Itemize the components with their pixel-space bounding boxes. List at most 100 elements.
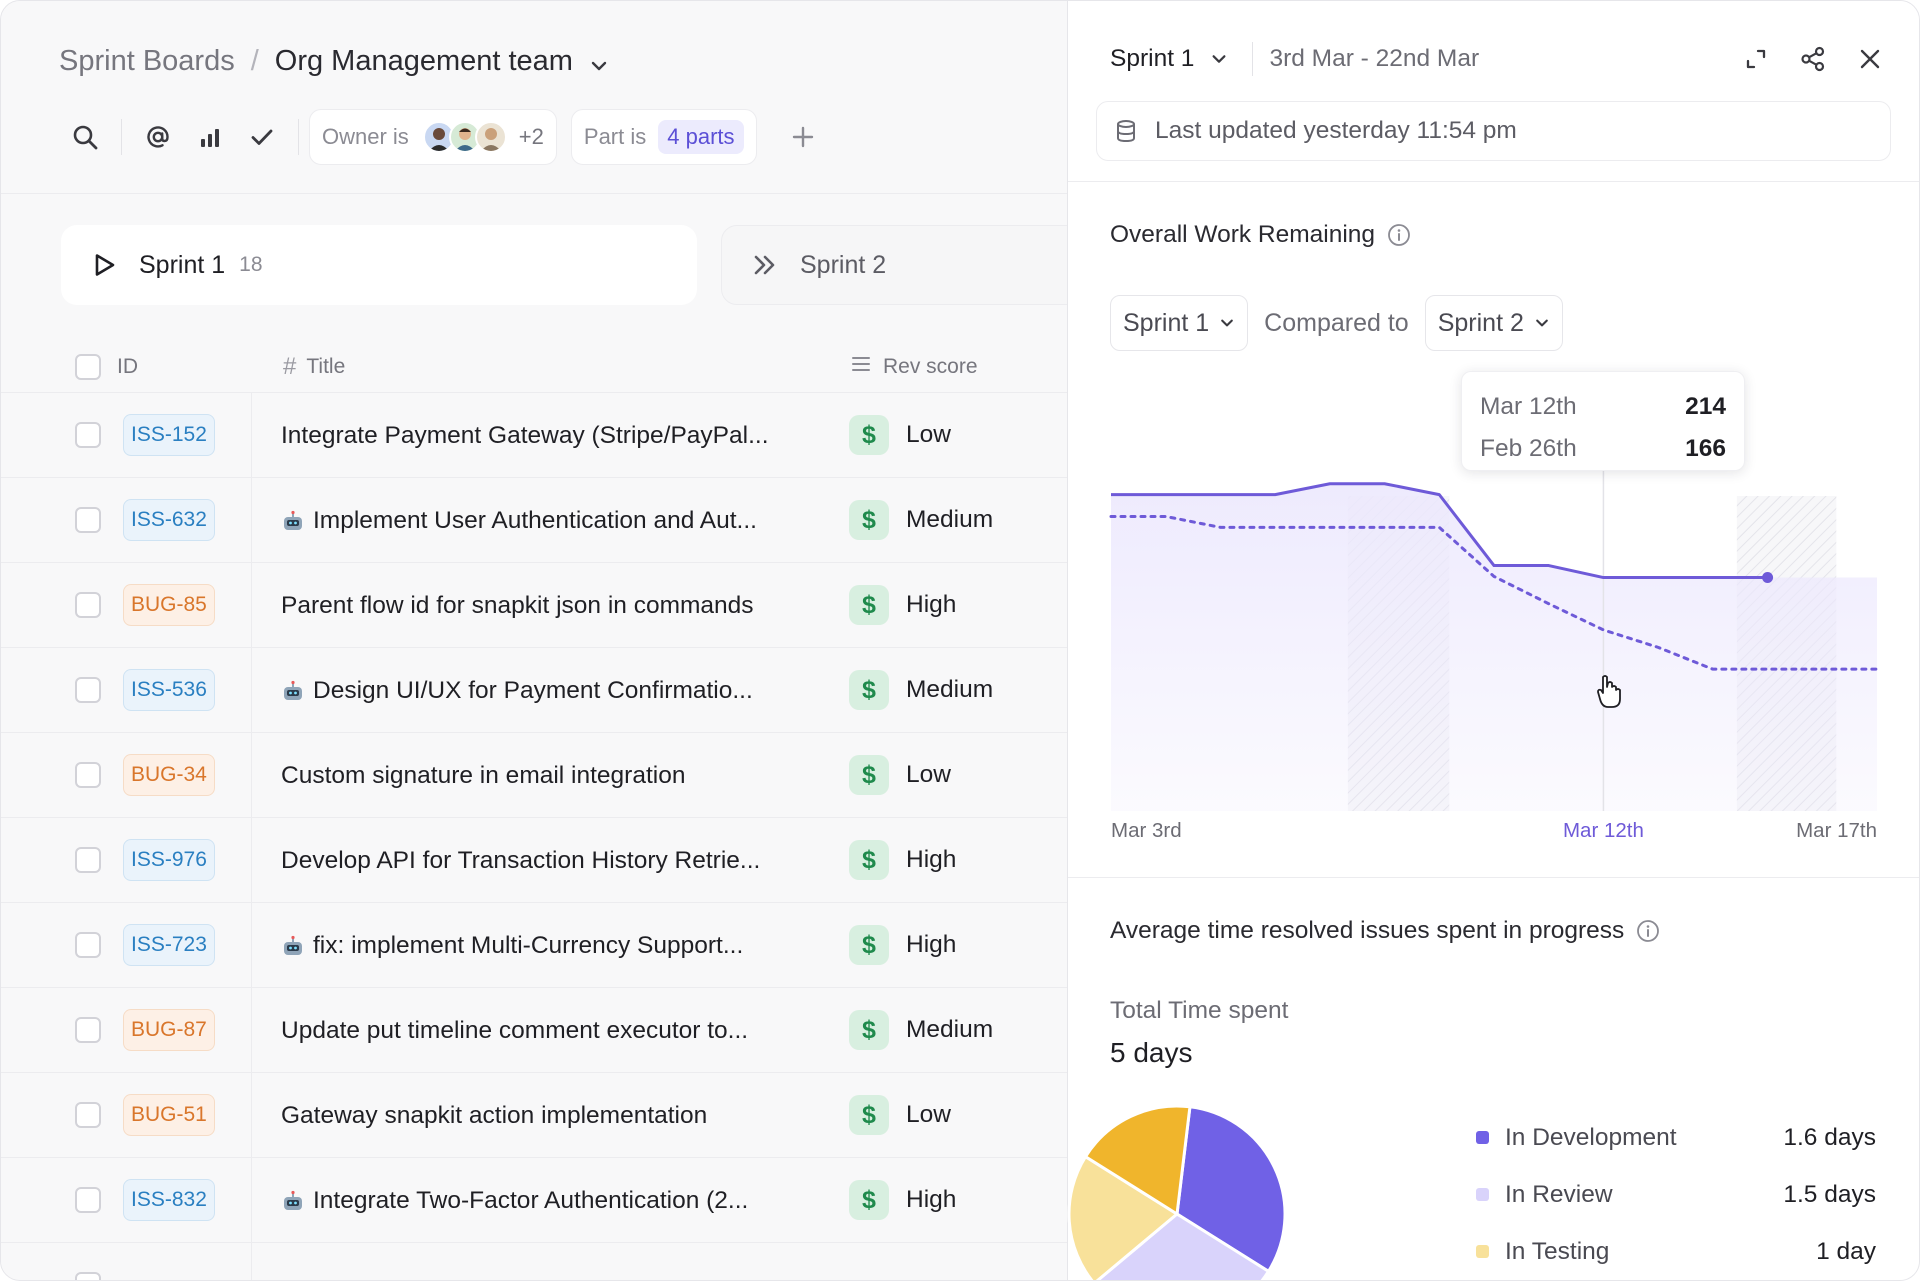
part-filter-chip[interactable]: Part is 4 parts	[570, 109, 757, 165]
row-checkbox[interactable]	[75, 1017, 101, 1043]
issue-id-badge[interactable]: BUG-87	[123, 1009, 215, 1051]
share-icon[interactable]	[1793, 39, 1833, 79]
rev-score[interactable]: $ High	[849, 585, 956, 625]
row-checkbox[interactable]	[75, 932, 101, 958]
rev-score[interactable]: $ High	[849, 925, 956, 965]
sprint-selector[interactable]: Sprint 1	[1110, 45, 1228, 73]
close-icon[interactable]	[1850, 39, 1890, 79]
row-checkbox[interactable]	[75, 507, 101, 533]
expand-icon[interactable]	[1736, 39, 1776, 79]
issue-id-badge[interactable]: ISS-976	[123, 839, 215, 881]
table-row[interactable]: BUG-34 Custom signature in email integrat…	[1, 733, 1067, 818]
tab-sprint-1[interactable]: Sprint 1 18	[61, 225, 697, 305]
header-rev-score[interactable]: Rev score	[851, 355, 978, 379]
chevron-down-icon	[1212, 55, 1226, 63]
issue-id-badge[interactable]: ISS-632	[123, 499, 215, 541]
header-id-label[interactable]: ID	[117, 354, 138, 378]
bar-chart-icon[interactable]	[184, 111, 236, 163]
avatar	[474, 121, 507, 153]
issue-title[interactable]: Gateway snapkit action implementation	[281, 1073, 707, 1158]
info-icon[interactable]	[1636, 919, 1660, 943]
row-checkbox[interactable]	[75, 677, 101, 703]
breadcrumb-current[interactable]: Org Management team	[274, 44, 573, 77]
table-row[interactable]: ISS-723 fix: implement Multi-Currency Sup…	[1, 903, 1067, 988]
issue-title[interactable]: Parent flow id for snapkit json in comma…	[281, 563, 754, 648]
issue-title[interactable]: Custom signature in email integration	[281, 733, 685, 818]
issue-title[interactable]: Update put timeline comment executor to.…	[281, 988, 748, 1073]
part-filter-value[interactable]: 4 parts	[658, 120, 744, 154]
table-row[interactable]: BUG-85 Parent flow id for snapkit json in…	[1, 563, 1067, 648]
table-row[interactable]: ISS-632 Implement User Authentication and…	[1, 478, 1067, 563]
dollar-icon: $	[849, 1010, 889, 1050]
row-checkbox[interactable]	[75, 1187, 101, 1213]
info-icon[interactable]	[1387, 223, 1411, 247]
table-row[interactable]: ISS-152 Integrate Payment Gateway (Stripe…	[1, 393, 1067, 478]
rev-score[interactable]: $ Medium	[849, 670, 993, 710]
rev-score[interactable]: $ Low	[849, 755, 951, 795]
chevron-down-icon	[1221, 319, 1234, 327]
table-row[interactable]: ISS-976 Develop API for Transaction Histo…	[1, 818, 1067, 903]
filter-toolbar: Owner is +2 Part is 4 parts	[59, 109, 829, 165]
breadcrumb-root[interactable]: Sprint Boards	[59, 44, 235, 77]
row-checkbox[interactable]	[75, 762, 101, 788]
tab-sprint-2-label: Sprint 2	[800, 250, 887, 279]
search-icon[interactable]	[59, 111, 111, 163]
dollar-icon: $	[849, 1180, 889, 1220]
issue-id-badge[interactable]: BUG-51	[123, 1094, 215, 1136]
rev-score[interactable]: $ Medium	[849, 1010, 993, 1050]
header-title[interactable]: # Title	[283, 353, 345, 381]
issue-title[interactable]: Integrate Two-Factor Authentication (2..…	[281, 1158, 748, 1243]
row-checkbox[interactable]	[75, 847, 101, 873]
row-checkbox[interactable]	[75, 1102, 101, 1128]
issue-title[interactable]: Design UI/UX for Payment Confirmatio...	[281, 648, 753, 733]
issue-id-badge[interactable]: ISS-536	[123, 669, 215, 711]
double-chevron-right-icon	[748, 248, 782, 282]
checkmark-icon[interactable]	[236, 111, 288, 163]
issue-title[interactable]: Integrate Payment Gateway (Stripe/PayPal…	[281, 393, 769, 478]
row-checkbox[interactable]	[75, 592, 101, 618]
rev-score[interactable]: $ Medium	[849, 500, 993, 540]
table-row[interactable]	[1, 1243, 1067, 1280]
legend-value: 1 day	[1816, 1237, 1876, 1265]
legend-swatch	[1476, 1188, 1489, 1201]
owner-filter-chip[interactable]: Owner is +2	[309, 109, 557, 165]
row-checkbox[interactable]	[75, 422, 101, 448]
toolbar-divider	[121, 119, 122, 155]
mention-icon[interactable]	[132, 111, 184, 163]
pie-slice-other	[1083, 1104, 1192, 1217]
compare-sprint-b-value: Sprint 2	[1437, 308, 1524, 337]
add-filter-button[interactable]	[777, 111, 829, 163]
rev-score[interactable]: $ Low	[849, 415, 951, 455]
work-remaining-title: Overall Work Remaining	[1110, 221, 1411, 249]
table-row[interactable]: ISS-832 Integrate Two-Factor Authenticati…	[1, 1158, 1067, 1243]
select-all-checkbox[interactable]	[75, 353, 101, 380]
tab-sprint-2[interactable]: Sprint 2	[721, 225, 1101, 305]
compare-sprint-a-select[interactable]: Sprint 1	[1110, 295, 1249, 351]
current-sprint-endpoint	[1762, 572, 1774, 584]
issue-table: ISS-152 Integrate Payment Gateway (Stripe…	[1, 393, 1067, 1280]
row-checkbox[interactable]	[75, 1272, 101, 1280]
dollar-icon: $	[849, 840, 889, 880]
header-title-label: Title	[306, 354, 346, 378]
table-row[interactable]: BUG-51 Gateway snapkit action implementat…	[1, 1073, 1067, 1158]
issue-id-badge[interactable]: ISS-832	[123, 1179, 215, 1221]
robot-icon	[281, 510, 305, 532]
rev-score[interactable]: $ Low	[849, 1095, 951, 1135]
header-divider	[1, 193, 1067, 194]
compare-sprint-b-select[interactable]: Sprint 2	[1424, 295, 1563, 351]
table-row[interactable]: ISS-536 Design UI/UX for Payment Confirma…	[1, 648, 1067, 733]
issue-id-badge[interactable]: ISS-723	[123, 924, 215, 966]
issue-id-badge[interactable]: BUG-85	[123, 584, 215, 626]
issue-id-badge[interactable]: ISS-152	[123, 414, 215, 456]
chevron-down-icon[interactable]	[589, 51, 609, 71]
table-row[interactable]: BUG-87 Update put timeline comment execut…	[1, 988, 1067, 1073]
issue-title[interactable]: Implement User Authentication and Aut...	[281, 478, 757, 563]
rev-score[interactable]: $ High	[849, 840, 956, 880]
issue-title[interactable]: Develop API for Transaction History Retr…	[281, 818, 760, 903]
rev-score-value: High	[906, 846, 957, 873]
rev-score[interactable]: $ High	[849, 1180, 956, 1220]
issue-id-badge[interactable]: BUG-34	[123, 754, 215, 796]
dollar-icon: $	[849, 755, 889, 795]
issue-title[interactable]: fix: implement Multi-Currency Support...	[281, 903, 743, 988]
dollar-icon: $	[849, 1095, 889, 1135]
